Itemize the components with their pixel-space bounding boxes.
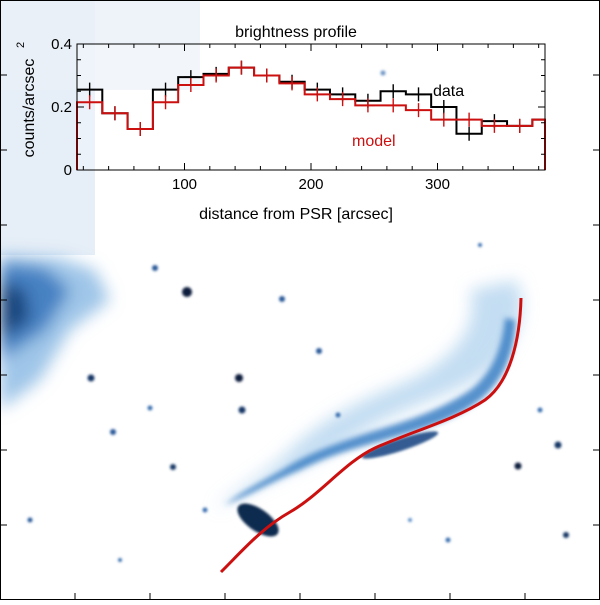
y-axis-label-superscript: 2 (15, 42, 27, 48)
data-point-model (107, 106, 122, 121)
x-axis-label: distance from PSR [arcsec] (199, 206, 393, 223)
data-point-data (82, 82, 97, 97)
chart-title: brightness profile (235, 24, 357, 41)
data-point-model (234, 60, 249, 75)
brightness-profile-inset: brightness profile counts/arcsec 2 dista… (15, 24, 546, 223)
data-point-data (158, 82, 173, 97)
data-point-model (386, 98, 401, 113)
plot-area: 100 200 300 0 0.2 0.4 data model (51, 36, 546, 193)
plot-background (77, 44, 545, 170)
data-point-data (411, 87, 426, 102)
data-point-model (82, 95, 97, 110)
upper-left-diffuse-top (0, 0, 200, 90)
filament-spine-line (219, 297, 523, 574)
data-point-model (285, 76, 300, 91)
x-tick-label: 100 (172, 176, 197, 193)
y-tick-label: 0 (64, 162, 72, 179)
data-point-model (512, 118, 527, 133)
data-point-model (133, 122, 148, 137)
y-tick-label: 0.2 (51, 99, 72, 116)
data-point-model (158, 95, 173, 110)
data-point-model (487, 118, 502, 133)
filament-core (225, 318, 515, 505)
x-tick-label: 300 (425, 176, 450, 193)
filament-halo (215, 280, 522, 510)
data-point-model (310, 87, 325, 102)
data-point-data (386, 84, 401, 99)
point-sources (27, 70, 569, 562)
data-point-data (436, 100, 451, 114)
data-point-data (462, 126, 477, 141)
frame-ticks (0, 74, 600, 600)
data-point-model (183, 77, 198, 92)
data-point-model (335, 92, 350, 107)
legend-data: data (433, 83, 464, 100)
y-axis-label: counts/arcsec (21, 59, 38, 158)
left-nebula-edge (0, 255, 110, 410)
data-point-model (436, 112, 451, 127)
y-axis-label-group: counts/arcsec 2 (15, 42, 38, 157)
x-tick-label: 200 (298, 176, 323, 193)
data-point-model (259, 68, 274, 83)
data-point-model (209, 68, 224, 83)
legend-model: model (352, 133, 396, 150)
series-line-model (76, 66, 546, 170)
data-point-model (462, 112, 477, 127)
y-tick-label: 0.4 (51, 36, 72, 53)
data-point-model (411, 103, 426, 118)
data-point-model (360, 98, 375, 113)
